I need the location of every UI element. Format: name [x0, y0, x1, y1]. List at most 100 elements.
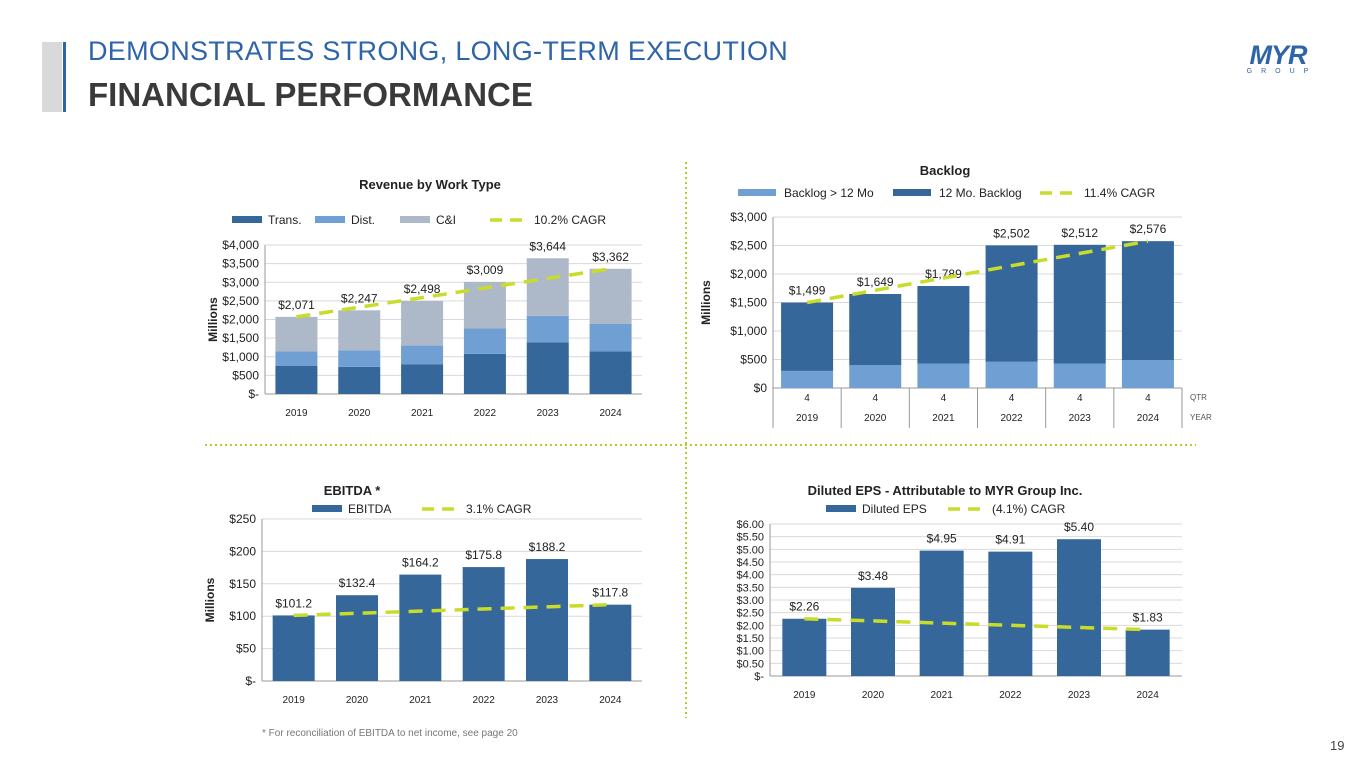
y-tick-label: $2.00	[736, 620, 764, 632]
y-tick-label: $50	[236, 642, 256, 656]
bar-diluted-eps	[1057, 539, 1101, 676]
y-tick-label: $3,000	[730, 210, 767, 224]
logo-text: MYR	[1249, 40, 1308, 70]
bar-dist-	[275, 351, 318, 366]
data-label: $3,009	[467, 263, 504, 277]
legend-swatch	[826, 505, 856, 512]
bar-backlog-12-mo	[985, 361, 1038, 388]
data-label: $2,247	[341, 291, 378, 305]
bar-trans-	[401, 364, 444, 394]
x-tick-label: 2021	[932, 413, 955, 424]
data-label: $3.48	[858, 569, 888, 583]
bar-trans-	[526, 342, 569, 394]
y-tick-label: $500	[740, 353, 767, 367]
y-tick-label: $500	[232, 368, 259, 382]
bar-dist-	[526, 315, 569, 343]
legend-label: Backlog > 12 Mo	[784, 186, 874, 200]
y-tick-label: $6.00	[736, 519, 764, 531]
data-label: $1,649	[857, 275, 894, 289]
legend-label: Diluted EPS	[862, 502, 927, 516]
y-tick-label: $150	[229, 577, 256, 591]
legend-swatch	[893, 189, 931, 196]
slide-title: FINANCIAL PERFORMANCE	[88, 76, 533, 113]
bar-c-i	[526, 258, 569, 316]
data-label: $1,499	[789, 284, 826, 298]
y-axis-label: Millions	[206, 297, 220, 342]
bar-ebitda	[272, 615, 315, 681]
x-tick-label: 2024	[599, 408, 622, 419]
page-number: 19	[1330, 738, 1345, 753]
x-tick-label: 2022	[473, 695, 496, 706]
data-label: $2.26	[789, 600, 819, 614]
bar-ebitda	[462, 567, 505, 681]
x-tick-label: 2024	[1137, 413, 1160, 424]
bar-c-i	[589, 268, 632, 324]
y-tick-label: $3.50	[736, 582, 764, 594]
bar-ebitda	[589, 604, 632, 681]
y-tick-label: $2,500	[730, 239, 767, 253]
y-tick-label: $100	[229, 609, 256, 623]
data-label: $2,498	[404, 282, 441, 296]
x-tick-label: 2020	[864, 413, 887, 424]
bar-diluted-eps	[988, 551, 1033, 676]
data-label: $101.2	[275, 596, 312, 610]
y-tick-label: $2.50	[736, 608, 764, 620]
bar-12-mo-backlog	[1053, 244, 1106, 364]
y-tick-label: $3,000	[222, 275, 259, 289]
slide-subtitle: DEMONSTRATES STRONG, LONG-TERM EXECUTION	[88, 36, 789, 66]
chart-title: EBITDA *	[324, 483, 382, 498]
cagr-trendline	[804, 616, 1148, 632]
bar-backlog-12-mo	[849, 365, 902, 388]
chart-title: Revenue by Work Type	[359, 177, 501, 192]
data-label: $4.91	[995, 533, 1025, 547]
y-tick-label: $1,500	[730, 296, 767, 310]
cagr-trendline	[296, 267, 611, 319]
y-tick-label: $0	[754, 381, 768, 395]
logo-subtext: GROUP	[1246, 68, 1318, 75]
bar-ebitda	[526, 559, 568, 681]
data-label: $175.8	[465, 548, 502, 562]
x-tick-label: 2022	[474, 408, 497, 419]
bar-dist-	[401, 345, 444, 365]
company-logo: MYR GROUP	[1238, 40, 1318, 76]
bar-trans-	[589, 351, 632, 394]
title-accent-line	[63, 42, 66, 112]
legend-swatch	[738, 189, 776, 196]
y-tick-label: $4,000	[222, 238, 259, 252]
bar-ebitda	[336, 595, 378, 681]
footnote: * For reconciliation of EBITDA to net in…	[262, 728, 518, 739]
bar-backlog-12-mo	[1121, 360, 1174, 388]
data-label: $2,071	[278, 298, 315, 312]
bar-12-mo-backlog	[781, 302, 834, 371]
bar-c-i	[275, 316, 318, 352]
legend-label: EBITDA	[348, 502, 391, 516]
bar-12-mo-backlog	[1121, 241, 1174, 361]
data-label: $2,512	[1061, 226, 1098, 240]
y-tick-label: $1,500	[222, 331, 259, 345]
bar-trans-	[338, 366, 381, 394]
data-label: $3,644	[529, 239, 566, 253]
bar-diluted-eps	[782, 618, 827, 676]
data-label: $2,576	[1130, 222, 1167, 236]
legend-swatch	[312, 505, 342, 512]
x-tick-label: 2023	[1069, 413, 1092, 424]
y-tick-label: $250	[229, 512, 256, 526]
cagr-trendline	[293, 602, 611, 618]
y-tick-label: $-	[245, 674, 256, 688]
row-label-year: YEAR	[1190, 413, 1212, 422]
bar-diluted-eps	[1125, 629, 1170, 676]
y-tick-label: $2,500	[222, 294, 259, 308]
x-tick-label: 2021	[411, 408, 434, 419]
legend-swatch	[232, 216, 262, 223]
data-label: $5.40	[1064, 520, 1094, 534]
legend-label: C&I	[436, 213, 456, 227]
x-tick-label: 2024	[599, 695, 622, 706]
data-label: $164.2	[402, 556, 439, 570]
y-axis-label: Millions	[699, 280, 713, 325]
bar-diluted-eps	[851, 587, 895, 676]
x-tick-label: 2019	[796, 413, 819, 424]
y-tick-label: $4.50	[736, 557, 764, 569]
x-tick-label: 2019	[285, 408, 308, 419]
x-tick-label: 2020	[348, 408, 371, 419]
title-accent-bar	[42, 42, 62, 112]
